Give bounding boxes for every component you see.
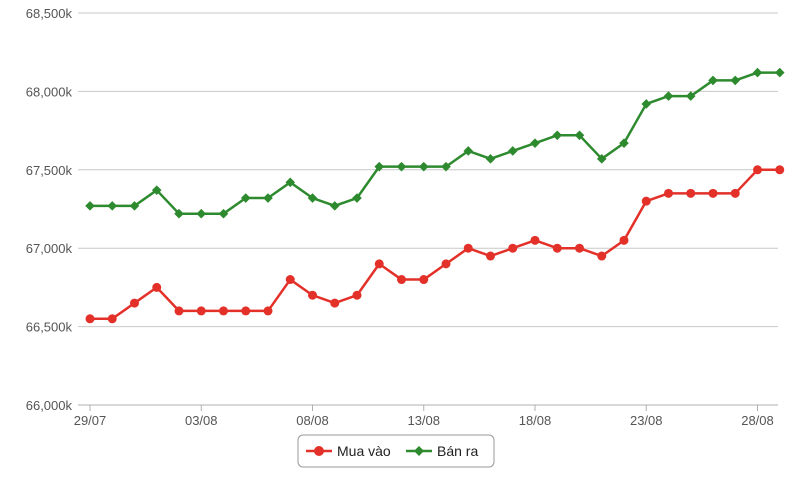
data-point[interactable] xyxy=(419,275,429,285)
series-ban-ra xyxy=(85,67,785,219)
series-line xyxy=(90,168,780,321)
data-point[interactable] xyxy=(307,193,318,203)
legend-label: Mua vào xyxy=(337,443,391,459)
data-point[interactable] xyxy=(374,161,385,172)
y-tick-label: 68,500k xyxy=(26,6,73,21)
data-point[interactable] xyxy=(508,243,518,253)
data-point[interactable] xyxy=(552,130,563,141)
data-point[interactable] xyxy=(507,146,518,156)
y-tick-label: 66,000k xyxy=(26,398,73,413)
legend-label: Bán ra xyxy=(437,443,478,459)
data-point[interactable] xyxy=(641,196,651,206)
legend-marker-diamond-icon xyxy=(414,446,424,456)
data-point[interactable] xyxy=(308,290,317,300)
legend[interactable]: Mua vào Bán ra xyxy=(297,434,495,468)
series-layer xyxy=(85,67,785,324)
x-tick-label: 08/08 xyxy=(296,413,329,428)
data-point[interactable] xyxy=(330,298,340,308)
data-point[interactable] xyxy=(530,138,540,148)
legend-box xyxy=(297,434,495,468)
series-mua-vao xyxy=(85,165,785,324)
data-point[interactable] xyxy=(219,306,228,316)
data-point[interactable] xyxy=(240,193,251,203)
axes: 66,000k 66,500k 67,000k 67,500k 68,000k 68,50… xyxy=(26,6,778,428)
data-point[interactable] xyxy=(263,306,273,316)
data-point[interactable] xyxy=(708,188,718,198)
data-point[interactable] xyxy=(530,235,540,245)
data-point[interactable] xyxy=(285,177,296,188)
data-point[interactable] xyxy=(196,208,207,219)
data-point[interactable] xyxy=(685,91,696,101)
data-point[interactable] xyxy=(441,259,451,269)
data-point[interactable] xyxy=(686,188,696,198)
data-point[interactable] xyxy=(575,243,584,253)
data-point[interactable] xyxy=(597,251,607,261)
data-point[interactable] xyxy=(752,67,763,78)
y-tick-label: 67,000k xyxy=(26,241,73,256)
data-point[interactable] xyxy=(285,275,295,285)
data-point[interactable] xyxy=(441,161,451,172)
data-point[interactable] xyxy=(730,188,740,198)
data-point[interactable] xyxy=(463,146,474,156)
x-tick-label: 03/08 xyxy=(185,413,218,428)
legend-item-ban-ra[interactable]: Bán ra xyxy=(406,443,478,459)
data-point[interactable] xyxy=(774,67,785,78)
data-point[interactable] xyxy=(708,75,718,86)
data-point[interactable] xyxy=(196,306,206,316)
data-point[interactable] xyxy=(85,314,95,324)
data-point[interactable] xyxy=(352,193,362,203)
data-point[interactable] xyxy=(218,208,229,219)
data-point[interactable] xyxy=(329,201,340,211)
data-point[interactable] xyxy=(107,314,117,324)
data-point[interactable] xyxy=(374,259,384,269)
y-tick-label: 66,500k xyxy=(26,320,73,335)
data-point[interactable] xyxy=(352,290,362,300)
data-point[interactable] xyxy=(753,165,762,175)
data-point[interactable] xyxy=(130,298,139,308)
data-point[interactable] xyxy=(486,251,495,261)
data-point[interactable] xyxy=(664,188,673,198)
data-point[interactable] xyxy=(151,185,162,195)
legend-marker-circle-icon xyxy=(314,446,324,456)
x-tick-label: 13/08 xyxy=(407,413,440,428)
data-point[interactable] xyxy=(397,275,406,285)
data-point[interactable] xyxy=(107,201,118,211)
data-point[interactable] xyxy=(596,154,607,164)
y-tick-label: 68,000k xyxy=(26,84,73,99)
data-point[interactable] xyxy=(241,306,251,316)
data-point[interactable] xyxy=(663,91,674,101)
data-point[interactable] xyxy=(463,243,473,253)
x-tick-label: 28/08 xyxy=(741,413,774,428)
y-tick-label: 67,500k xyxy=(26,163,73,178)
data-point[interactable] xyxy=(396,161,407,172)
data-point[interactable] xyxy=(574,130,585,141)
data-point[interactable] xyxy=(619,235,629,245)
x-tick-label: 23/08 xyxy=(630,413,663,428)
data-point[interactable] xyxy=(552,243,562,253)
data-point[interactable] xyxy=(152,282,162,292)
data-point[interactable] xyxy=(129,201,140,211)
x-tick-label: 18/08 xyxy=(519,413,552,428)
x-tick-label: 29/07 xyxy=(74,413,107,428)
data-point[interactable] xyxy=(263,193,273,203)
legend-item-mua-vao[interactable]: Mua vào xyxy=(306,443,391,459)
grid-lines xyxy=(78,12,778,406)
data-point[interactable] xyxy=(485,154,496,164)
data-point[interactable] xyxy=(418,161,429,172)
data-point[interactable] xyxy=(619,138,629,148)
data-point[interactable] xyxy=(174,306,184,316)
data-point[interactable] xyxy=(730,75,741,86)
data-point[interactable] xyxy=(641,99,652,109)
data-point[interactable] xyxy=(174,208,184,219)
data-point[interactable] xyxy=(85,201,95,211)
data-point[interactable] xyxy=(775,165,785,175)
